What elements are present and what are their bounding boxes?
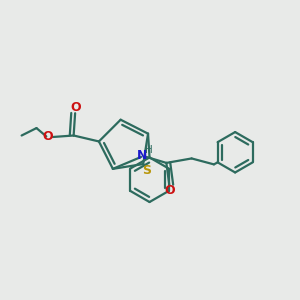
Text: O: O bbox=[70, 101, 81, 114]
Text: S: S bbox=[142, 164, 152, 177]
Text: O: O bbox=[165, 184, 175, 197]
Text: O: O bbox=[43, 130, 53, 143]
Text: N: N bbox=[137, 149, 147, 162]
Text: H: H bbox=[145, 146, 152, 155]
